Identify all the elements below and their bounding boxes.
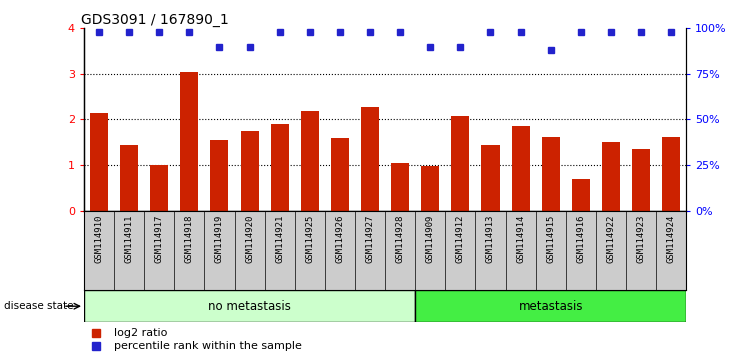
Text: GSM114915: GSM114915 [546,215,556,263]
Text: GSM114919: GSM114919 [215,215,224,263]
Text: GSM114913: GSM114913 [486,215,495,263]
Text: GSM114928: GSM114928 [396,215,404,263]
Bar [120,144,138,211]
Bar [210,140,228,211]
Text: GSM114911: GSM114911 [125,215,134,263]
Bar [482,144,499,211]
Bar [84,290,415,322]
Text: GSM114912: GSM114912 [456,215,465,263]
Text: metastasis: metastasis [518,300,583,313]
Bar [180,72,199,211]
Bar [301,111,319,211]
Bar [421,166,439,211]
Text: GSM114914: GSM114914 [516,215,525,263]
Bar [542,137,560,211]
Text: GSM114917: GSM114917 [155,215,164,263]
Text: no metastasis: no metastasis [208,300,291,313]
Bar [241,131,258,211]
Bar [90,113,108,211]
Bar [632,149,650,211]
Bar [331,138,349,211]
Text: GSM114927: GSM114927 [366,215,374,263]
Text: GSM114918: GSM114918 [185,215,194,263]
Bar [572,179,590,211]
Text: GSM114923: GSM114923 [637,215,645,263]
Bar [451,116,469,211]
Text: GSM114924: GSM114924 [666,215,676,263]
Text: GSM114925: GSM114925 [305,215,315,263]
Text: GSM114921: GSM114921 [275,215,284,263]
Bar [415,290,686,322]
Bar [361,107,379,211]
Text: log2 ratio: log2 ratio [114,328,167,338]
Text: GSM114909: GSM114909 [426,215,435,263]
Text: GSM114920: GSM114920 [245,215,254,263]
Bar [150,165,168,211]
Text: GSM114910: GSM114910 [94,215,104,263]
Bar [602,142,620,211]
Bar [512,126,529,211]
Bar [662,137,680,211]
Text: GDS3091 / 167890_1: GDS3091 / 167890_1 [81,13,228,27]
Text: percentile rank within the sample: percentile rank within the sample [114,341,302,351]
Bar [391,163,409,211]
Text: GSM114922: GSM114922 [607,215,615,263]
Text: disease state: disease state [4,301,73,311]
Text: GSM114916: GSM114916 [576,215,585,263]
Bar [271,124,288,211]
Text: GSM114926: GSM114926 [335,215,345,263]
